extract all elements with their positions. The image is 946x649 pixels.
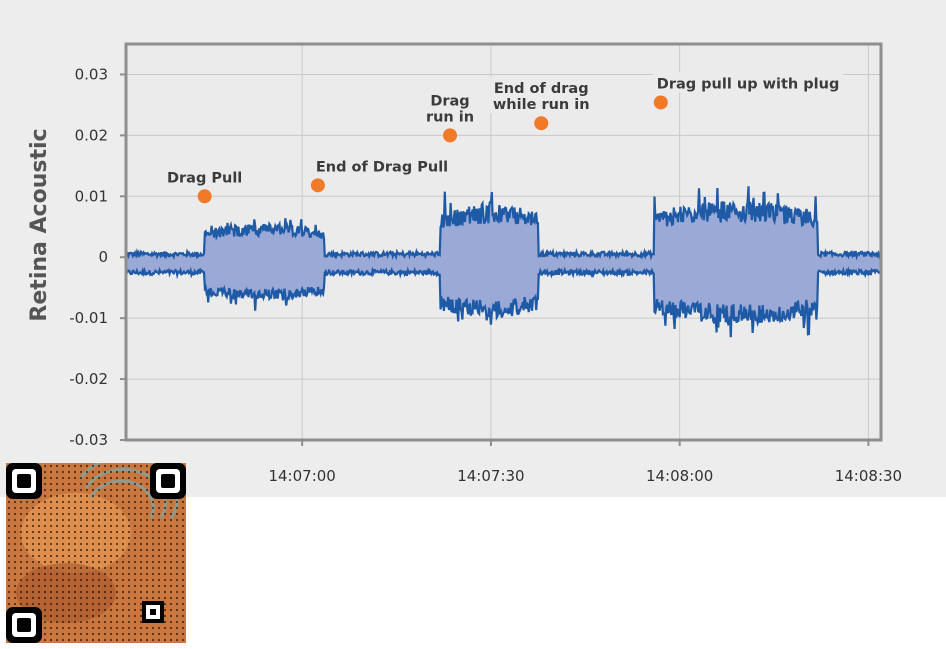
signal-upper-line xyxy=(125,186,882,261)
annotation-point xyxy=(443,128,458,143)
annotation-point xyxy=(653,95,668,110)
x-tick-label: 14:07:30 xyxy=(457,467,524,485)
x-tick-label: 14:08:00 xyxy=(646,467,713,485)
y-tick-label: -0.03 xyxy=(69,431,108,449)
y-tick-label: -0.02 xyxy=(69,370,108,388)
plot-frame xyxy=(124,42,883,442)
y-tick-label: 0.02 xyxy=(75,126,108,144)
annotation-label: Drag Pull xyxy=(167,170,242,186)
qr-finder-bottom-left xyxy=(6,607,42,643)
annotation-label: Drag xyxy=(430,93,469,109)
annotation-label-bg xyxy=(652,72,844,93)
annotation-label: End of drag xyxy=(494,81,589,97)
annotation-point xyxy=(310,178,325,193)
y-tick-label: 0 xyxy=(98,248,108,266)
annotation-label-bg xyxy=(487,77,596,114)
signal-lower-line xyxy=(124,266,882,338)
qr-finder-top-right xyxy=(150,463,186,499)
qr-finder-top-left xyxy=(6,463,42,499)
axis-layer: 0.03 0.02 0.01 0 -0.01 -0.02 -0.03 14:07:00 14:0… xyxy=(69,42,902,485)
qr-code xyxy=(6,463,186,643)
y-tick-label: 0.03 xyxy=(75,65,108,83)
annotation: Drag Pull xyxy=(162,166,247,204)
chart-svg: 0.03 0.02 0.01 0 -0.01 -0.02 -0.03 14:07:00 14:0… xyxy=(27,42,902,485)
y-axis-label: Retina Acoustic xyxy=(27,128,52,321)
annotation-label-bg xyxy=(420,89,480,126)
annotation-label: End of Drag Pull xyxy=(316,159,448,175)
annotation-point xyxy=(197,189,212,204)
y-tick-label: -0.01 xyxy=(69,309,108,327)
annotation: End of Drag Pull xyxy=(310,155,454,193)
series-layer xyxy=(124,186,882,338)
annotation-label: while run in xyxy=(493,97,590,113)
qr-alignment xyxy=(142,601,164,623)
annotation-label: run in xyxy=(426,109,474,125)
annotation-point xyxy=(534,116,549,131)
x-tick-label: 14:07:00 xyxy=(268,467,335,485)
annotation: Drag pull up with plug xyxy=(652,72,844,110)
annotation-label: Drag pull up with plug xyxy=(657,76,840,92)
annotation-label-bg xyxy=(311,155,454,176)
annotation-label-bg xyxy=(162,166,247,187)
x-tick-label: 14:08:30 xyxy=(835,467,902,485)
y-tick-label: 0.01 xyxy=(75,187,108,205)
signal-envelope-fill xyxy=(126,186,881,338)
